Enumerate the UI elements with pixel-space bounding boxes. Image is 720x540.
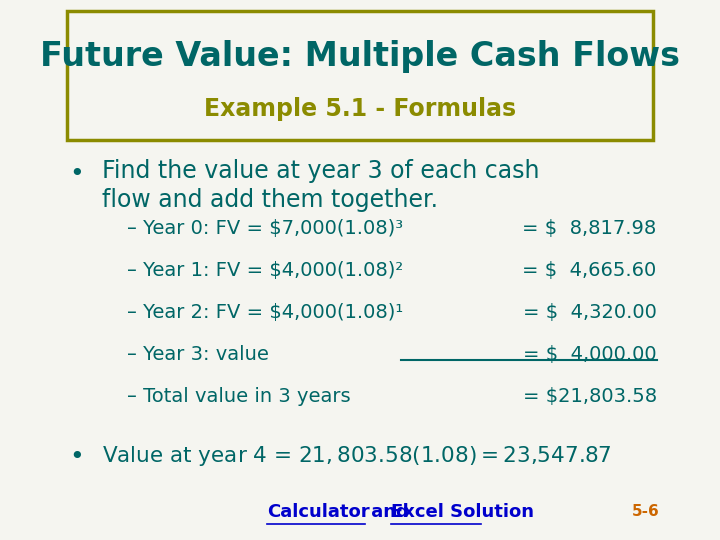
Text: = $  4,000.00: = $ 4,000.00 <box>523 345 657 364</box>
Text: and: and <box>365 503 415 521</box>
Text: = $  4,320.00: = $ 4,320.00 <box>523 303 657 322</box>
FancyBboxPatch shape <box>66 11 654 140</box>
Text: •: • <box>70 162 84 186</box>
Text: 5-6: 5-6 <box>632 504 660 519</box>
Text: – Year 1: FV = $4,000(1.08)²: – Year 1: FV = $4,000(1.08)² <box>127 261 403 280</box>
Text: – Year 2: FV = $4,000(1.08)¹: – Year 2: FV = $4,000(1.08)¹ <box>127 303 403 322</box>
Text: – Year 3: value: – Year 3: value <box>127 345 269 364</box>
Text: = $  4,665.60: = $ 4,665.60 <box>523 261 657 280</box>
Text: = $  8,817.98: = $ 8,817.98 <box>523 219 657 238</box>
Text: Excel Solution: Excel Solution <box>391 503 534 521</box>
Text: – Total value in 3 years: – Total value in 3 years <box>127 387 351 406</box>
Text: •: • <box>70 446 84 469</box>
Text: = $21,803.58: = $21,803.58 <box>523 387 657 406</box>
Text: Example 5.1 - Formulas: Example 5.1 - Formulas <box>204 97 516 121</box>
Text: flow and add them together.: flow and add them together. <box>102 188 438 212</box>
Text: Calculator: Calculator <box>268 503 370 521</box>
Text: Find the value at year 3 of each cash: Find the value at year 3 of each cash <box>102 159 539 183</box>
Text: – Year 0: FV = $7,000(1.08)³: – Year 0: FV = $7,000(1.08)³ <box>127 219 403 238</box>
Text: Value at year 4 = $21,803.58(1.08)= $23,547.87: Value at year 4 = $21,803.58(1.08)= $23,… <box>102 444 611 468</box>
Text: Future Value: Multiple Cash Flows: Future Value: Multiple Cash Flows <box>40 40 680 73</box>
